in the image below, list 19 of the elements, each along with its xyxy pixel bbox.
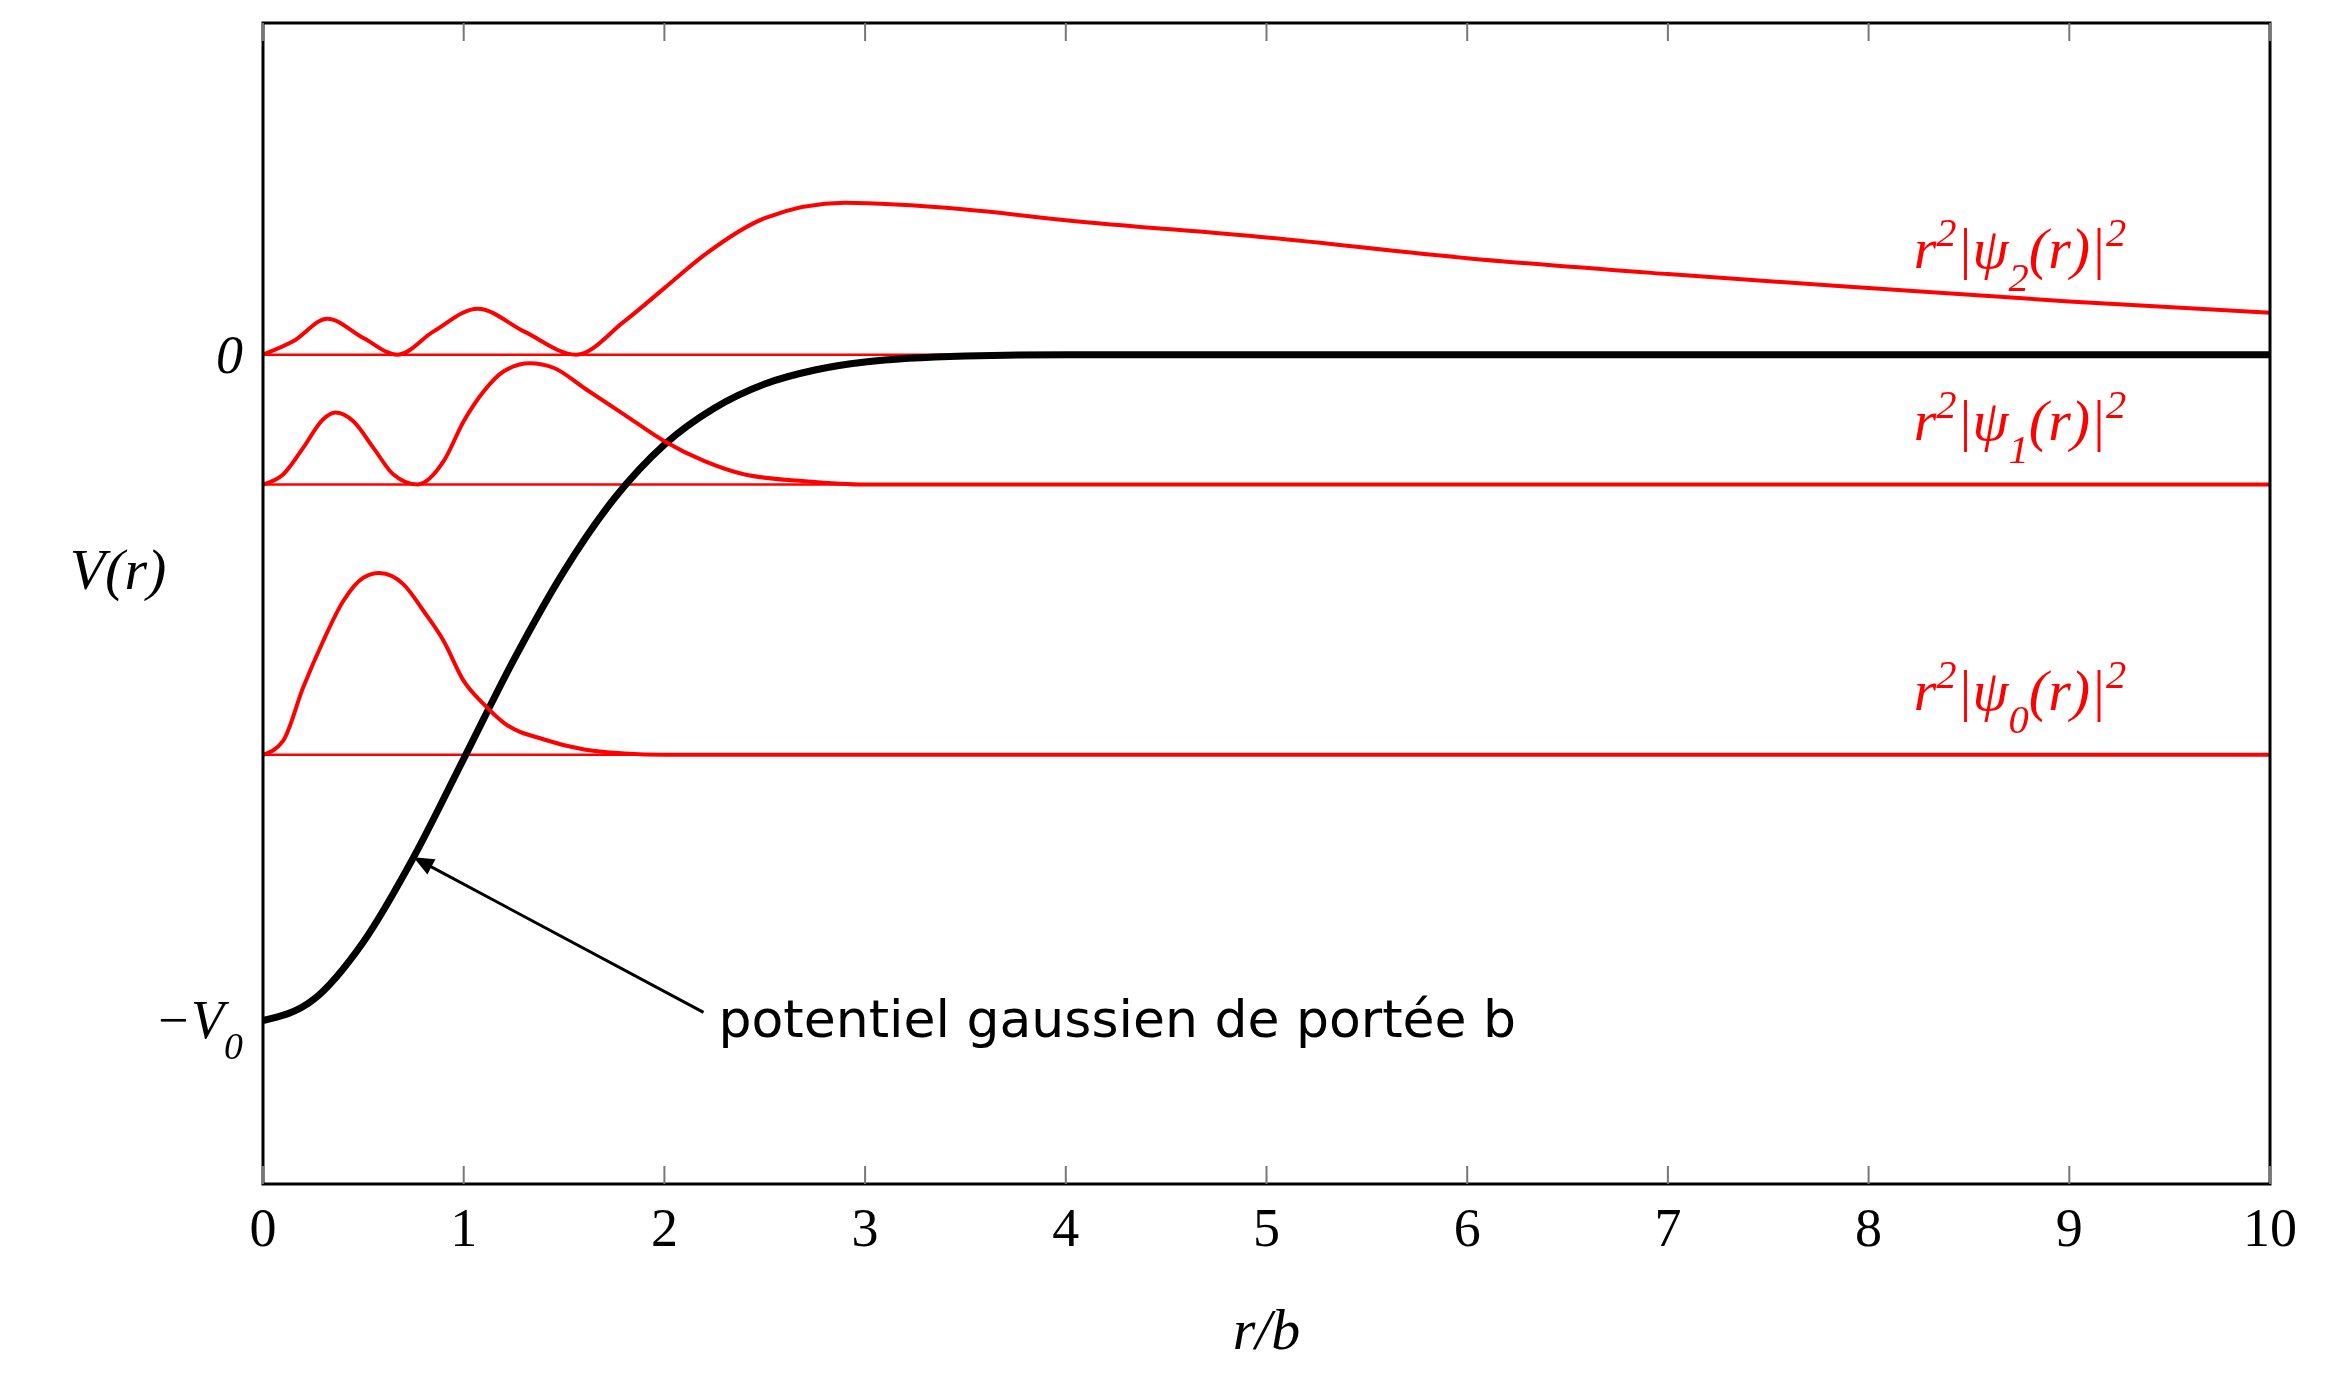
x-tick-label: 6 <box>1453 1198 1481 1258</box>
x-tick-label: 3 <box>851 1198 879 1258</box>
x-tick-label: 9 <box>2055 1198 2083 1258</box>
series-label: r$^{2}$|ψ$_{2}$(r)|$^{2}$ <box>1913 209 2127 300</box>
x-tick-label: 7 <box>1654 1198 1682 1258</box>
x-tick-label: 4 <box>1052 1198 1080 1258</box>
x-tick-label: 2 <box>650 1198 678 1258</box>
annotation: −V$_{0}$ <box>154 990 244 1068</box>
series-label: r$^{2}$|ψ$_{0}$(r)|$^{2}$ <box>1913 651 2127 742</box>
x-tick-label: 1 <box>450 1198 478 1258</box>
annotation: 0 <box>216 324 243 385</box>
annotation: potentiel gaussien de portée b <box>718 989 1517 1050</box>
x-axis-title: r/b <box>1232 1297 1301 1362</box>
x-tick-label: 10 <box>2243 1198 2297 1258</box>
series-label: r$^{2}$|ψ$_{1}$(r)|$^{2}$ <box>1913 381 2127 472</box>
x-tick-label: 0 <box>249 1198 277 1258</box>
x-tick-label: 8 <box>1855 1198 1883 1258</box>
x-tick-label: 5 <box>1253 1198 1280 1258</box>
y-axis-title: V(r) <box>69 536 167 602</box>
